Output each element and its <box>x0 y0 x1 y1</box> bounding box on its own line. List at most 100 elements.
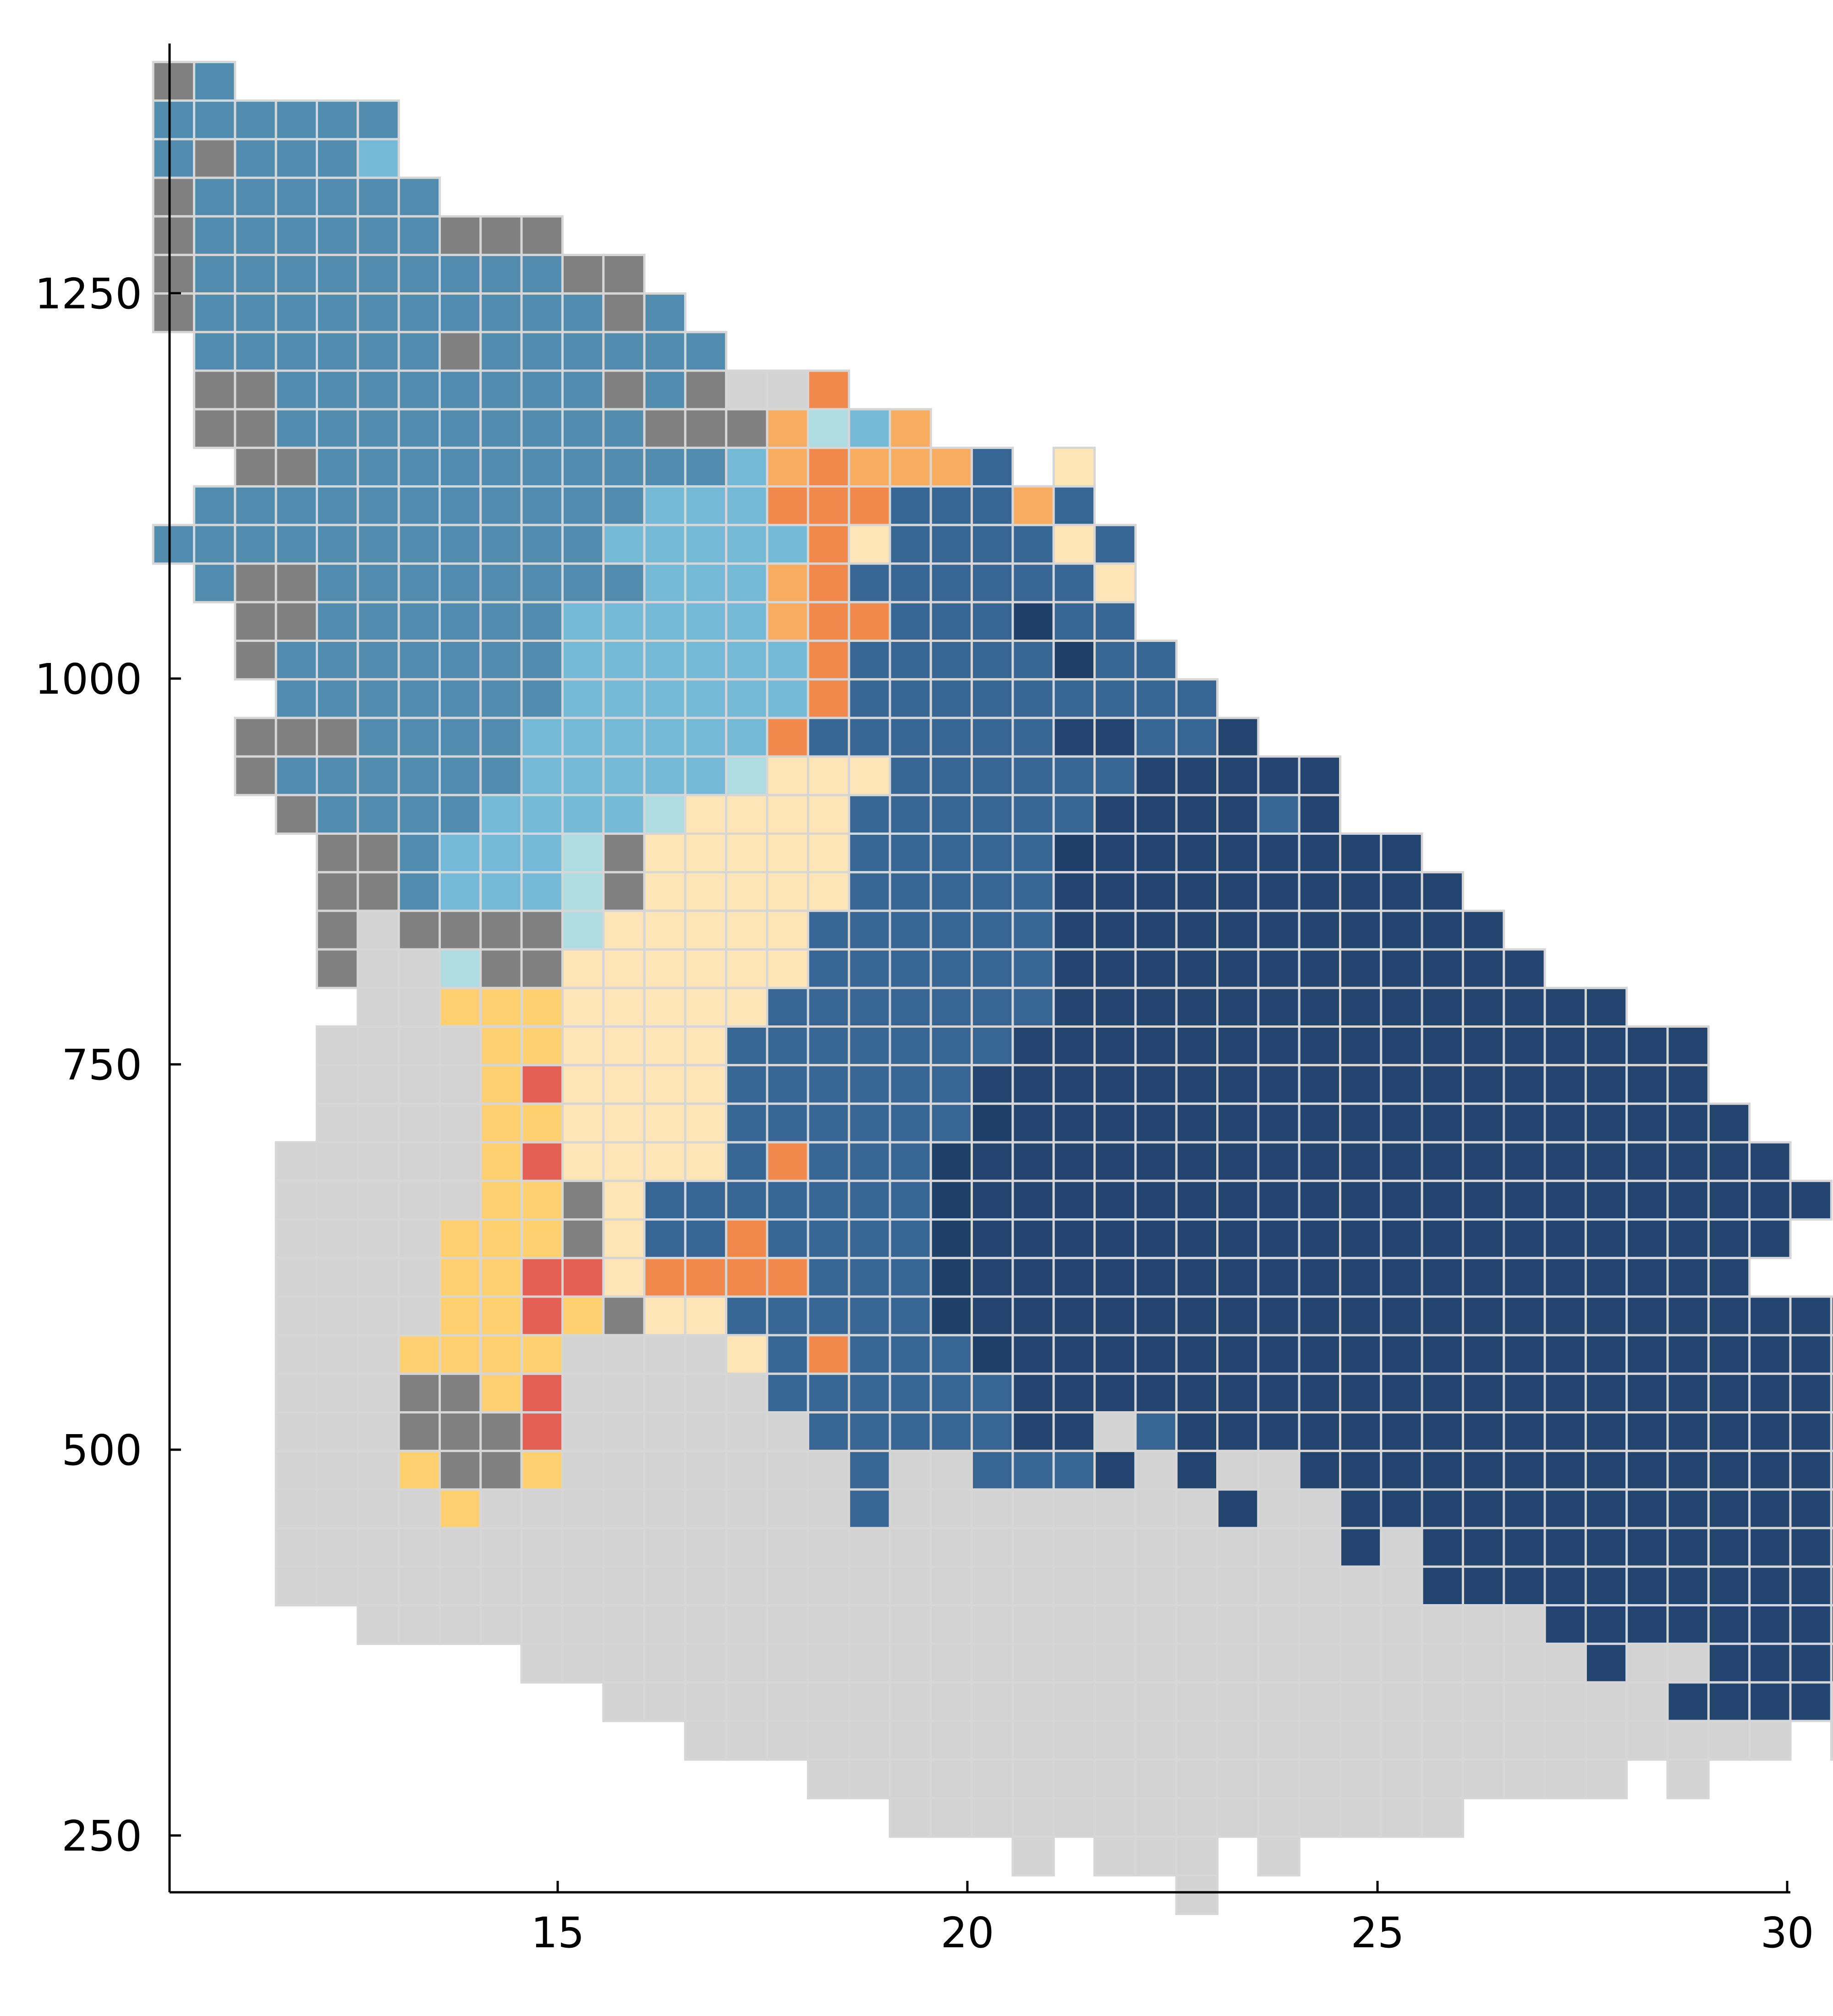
heatmap-cell <box>1707 1720 1751 1761</box>
heatmap-cell <box>1298 1565 1341 1607</box>
heatmap-cell <box>1380 948 1423 989</box>
heatmap-cell <box>1298 1604 1341 1645</box>
heatmap-cell <box>889 1025 932 1067</box>
heatmap-cell <box>1421 986 1464 1028</box>
heatmap-cell <box>1298 1797 1341 1838</box>
heatmap-cell <box>561 794 605 835</box>
heatmap-cell <box>1216 1720 1260 1761</box>
heatmap-cell <box>766 1411 809 1452</box>
heatmap-cell <box>725 678 768 719</box>
heatmap-cell <box>439 1295 482 1337</box>
heatmap-cell <box>807 986 851 1028</box>
heatmap-cell <box>929 1488 973 1529</box>
heatmap-cell <box>520 1411 564 1452</box>
heatmap-cell <box>807 369 851 411</box>
heatmap-cell <box>889 1450 932 1491</box>
heatmap-cell <box>1707 1141 1751 1182</box>
heatmap-cell <box>766 1102 809 1144</box>
heatmap-cell <box>1421 909 1464 951</box>
heatmap-cell <box>602 640 646 681</box>
heatmap-cell <box>889 1102 932 1144</box>
heatmap-cell <box>1789 1527 1833 1568</box>
heatmap-cell <box>766 1218 809 1260</box>
heatmap-cell <box>1543 1334 1587 1375</box>
heatmap-cell <box>1134 1604 1178 1645</box>
heatmap-cell <box>1011 871 1055 912</box>
heatmap-cell <box>889 524 932 565</box>
heatmap-cell <box>479 640 523 681</box>
heatmap-cell <box>971 1295 1014 1337</box>
heatmap-cell <box>1011 640 1055 681</box>
heatmap-cell <box>479 1411 523 1452</box>
heatmap-cell <box>1789 1372 1833 1414</box>
heatmap-cell <box>439 1488 482 1529</box>
heatmap-cell <box>929 833 973 874</box>
heatmap-cell <box>1339 1720 1383 1761</box>
heatmap-cell <box>971 1797 1014 1838</box>
heatmap-cell <box>439 1025 482 1067</box>
heatmap-cell <box>561 562 605 603</box>
heatmap-cell <box>1707 1179 1751 1221</box>
heatmap-cell <box>1380 1411 1423 1452</box>
heatmap-cell <box>643 1179 686 1221</box>
heatmap-cell <box>1093 1025 1137 1067</box>
heatmap-cell <box>316 1411 359 1452</box>
heatmap-cell <box>274 640 318 681</box>
heatmap-cell <box>1421 1527 1464 1568</box>
heatmap-cell <box>1134 640 1178 681</box>
heatmap-cell <box>929 755 973 796</box>
heatmap-cell <box>1380 833 1423 874</box>
heatmap-cell <box>1052 562 1096 603</box>
heatmap-cell <box>479 717 523 758</box>
heatmap-cell <box>561 1488 605 1529</box>
heatmap-cell <box>1421 1450 1464 1491</box>
heatmap-cell <box>1175 1372 1218 1414</box>
heatmap-cell <box>684 369 728 411</box>
heatmap-cell <box>725 1527 768 1568</box>
heatmap-cell <box>561 833 605 874</box>
heatmap-cell <box>1339 871 1383 912</box>
heatmap-cell <box>766 369 809 411</box>
heatmap-cell <box>725 1450 768 1491</box>
heatmap-cell <box>561 986 605 1028</box>
heatmap-cell <box>889 909 932 951</box>
heatmap-cell <box>1052 1643 1096 1684</box>
heatmap-cell <box>357 253 400 295</box>
heatmap-cell <box>316 253 359 295</box>
heatmap-cell <box>848 1488 891 1529</box>
heatmap-cell <box>602 794 646 835</box>
heatmap-cell <box>725 408 768 449</box>
heatmap-cell <box>479 1450 523 1491</box>
heatmap-cell <box>807 524 851 565</box>
heatmap-cell <box>397 1141 441 1182</box>
heatmap-cell <box>1175 1295 1218 1337</box>
heatmap-cell <box>1380 1102 1423 1144</box>
heatmap-cell <box>1216 1681 1260 1722</box>
heatmap-cell <box>1666 1488 1710 1529</box>
heatmap-cell <box>479 369 523 411</box>
heatmap-cell <box>1462 1102 1505 1144</box>
heatmap-cell <box>602 909 646 951</box>
heatmap-cell <box>520 833 564 874</box>
heatmap-cell <box>152 253 196 295</box>
heatmap-cell <box>520 871 564 912</box>
heatmap-cell <box>1093 1681 1137 1722</box>
heatmap-cell <box>1462 1488 1505 1529</box>
heatmap-cell <box>1052 909 1096 951</box>
heatmap-cell <box>1625 1488 1669 1529</box>
heatmap-cell <box>520 755 564 796</box>
heatmap-cell <box>929 871 973 912</box>
heatmap-cell <box>602 1025 646 1067</box>
heatmap-cell <box>766 1720 809 1761</box>
heatmap-cell <box>561 640 605 681</box>
heatmap-cell <box>971 1141 1014 1182</box>
heatmap-cell <box>766 871 809 912</box>
heatmap-cell <box>643 369 686 411</box>
heatmap-cell <box>1421 1411 1464 1452</box>
heatmap-cell <box>357 909 400 951</box>
x-tick-label-20: 20 <box>940 1908 994 1957</box>
heatmap-cell <box>1011 1758 1055 1800</box>
heatmap-cell <box>1093 1643 1137 1684</box>
heatmap-cell <box>1543 1643 1587 1684</box>
